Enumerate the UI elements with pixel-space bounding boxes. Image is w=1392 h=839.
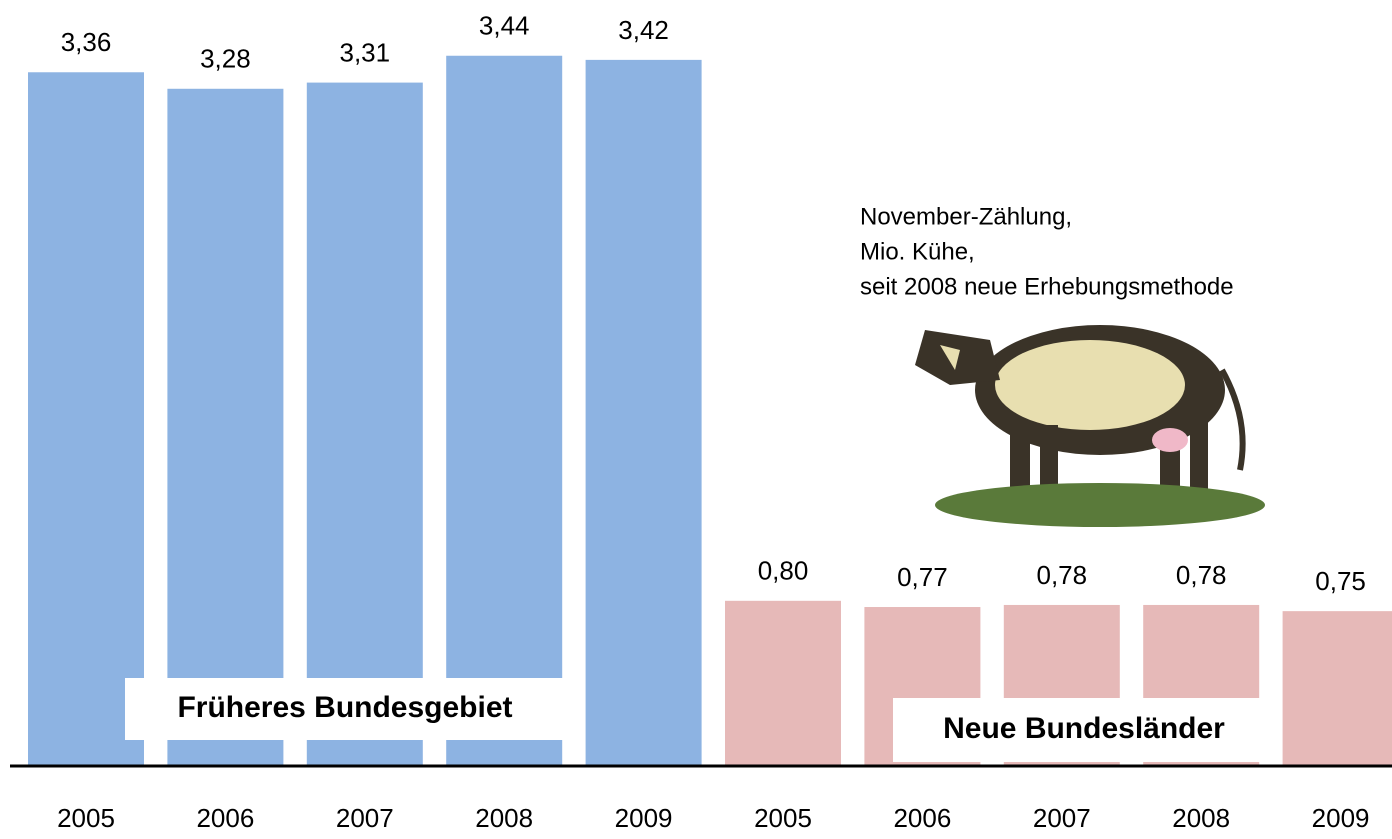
value-label: 3,36 xyxy=(61,27,112,57)
x-tick-label: 2008 xyxy=(1172,803,1230,833)
chart: 3,36 3,28 3,31 3,44 3,42 0,80 0,77 0,78 0,78 0,75… xyxy=(0,0,1392,839)
x-tick-label: 2006 xyxy=(893,803,951,833)
x-tick-label: 2009 xyxy=(1312,803,1370,833)
page: 3,36 3,28 3,31 3,44 3,42 0,80 0,77 0,78 0,78 0,75… xyxy=(0,0,1392,839)
value-label: 3,31 xyxy=(339,37,390,67)
value-label: 0,77 xyxy=(897,562,948,592)
x-tick-label: 2005 xyxy=(57,803,115,833)
x-tick-label: 2008 xyxy=(475,803,533,833)
bar xyxy=(586,60,702,766)
bar xyxy=(1283,611,1392,766)
annotation-line: Mio. Kühe, xyxy=(860,238,975,265)
value-label: 3,44 xyxy=(479,11,530,41)
value-label: 3,42 xyxy=(618,15,669,45)
series-label: Früheres Bundesgebiet xyxy=(177,691,512,724)
bar xyxy=(725,601,841,766)
bar xyxy=(167,89,283,766)
x-tick-label: 2007 xyxy=(336,803,394,833)
x-tick-label: 2009 xyxy=(615,803,673,833)
annotation-line: November-Zählung, xyxy=(860,203,1072,230)
annotation-line: seit 2008 neue Erhebungsmethode xyxy=(860,273,1234,300)
bar xyxy=(446,56,562,766)
value-label: 0,75 xyxy=(1315,566,1366,596)
value-label: 3,28 xyxy=(200,44,251,74)
series-label: Neue Bundesländer xyxy=(943,712,1225,745)
bar xyxy=(28,72,144,766)
x-tick-label: 2006 xyxy=(196,803,254,833)
value-label: 0,80 xyxy=(758,556,809,586)
x-tick-label: 2007 xyxy=(1033,803,1091,833)
value-label: 0,78 xyxy=(1036,560,1087,590)
x-tick-label: 2005 xyxy=(754,803,812,833)
cow-illustration xyxy=(915,325,1265,527)
value-label: 0,78 xyxy=(1176,560,1227,590)
bar xyxy=(307,83,423,766)
